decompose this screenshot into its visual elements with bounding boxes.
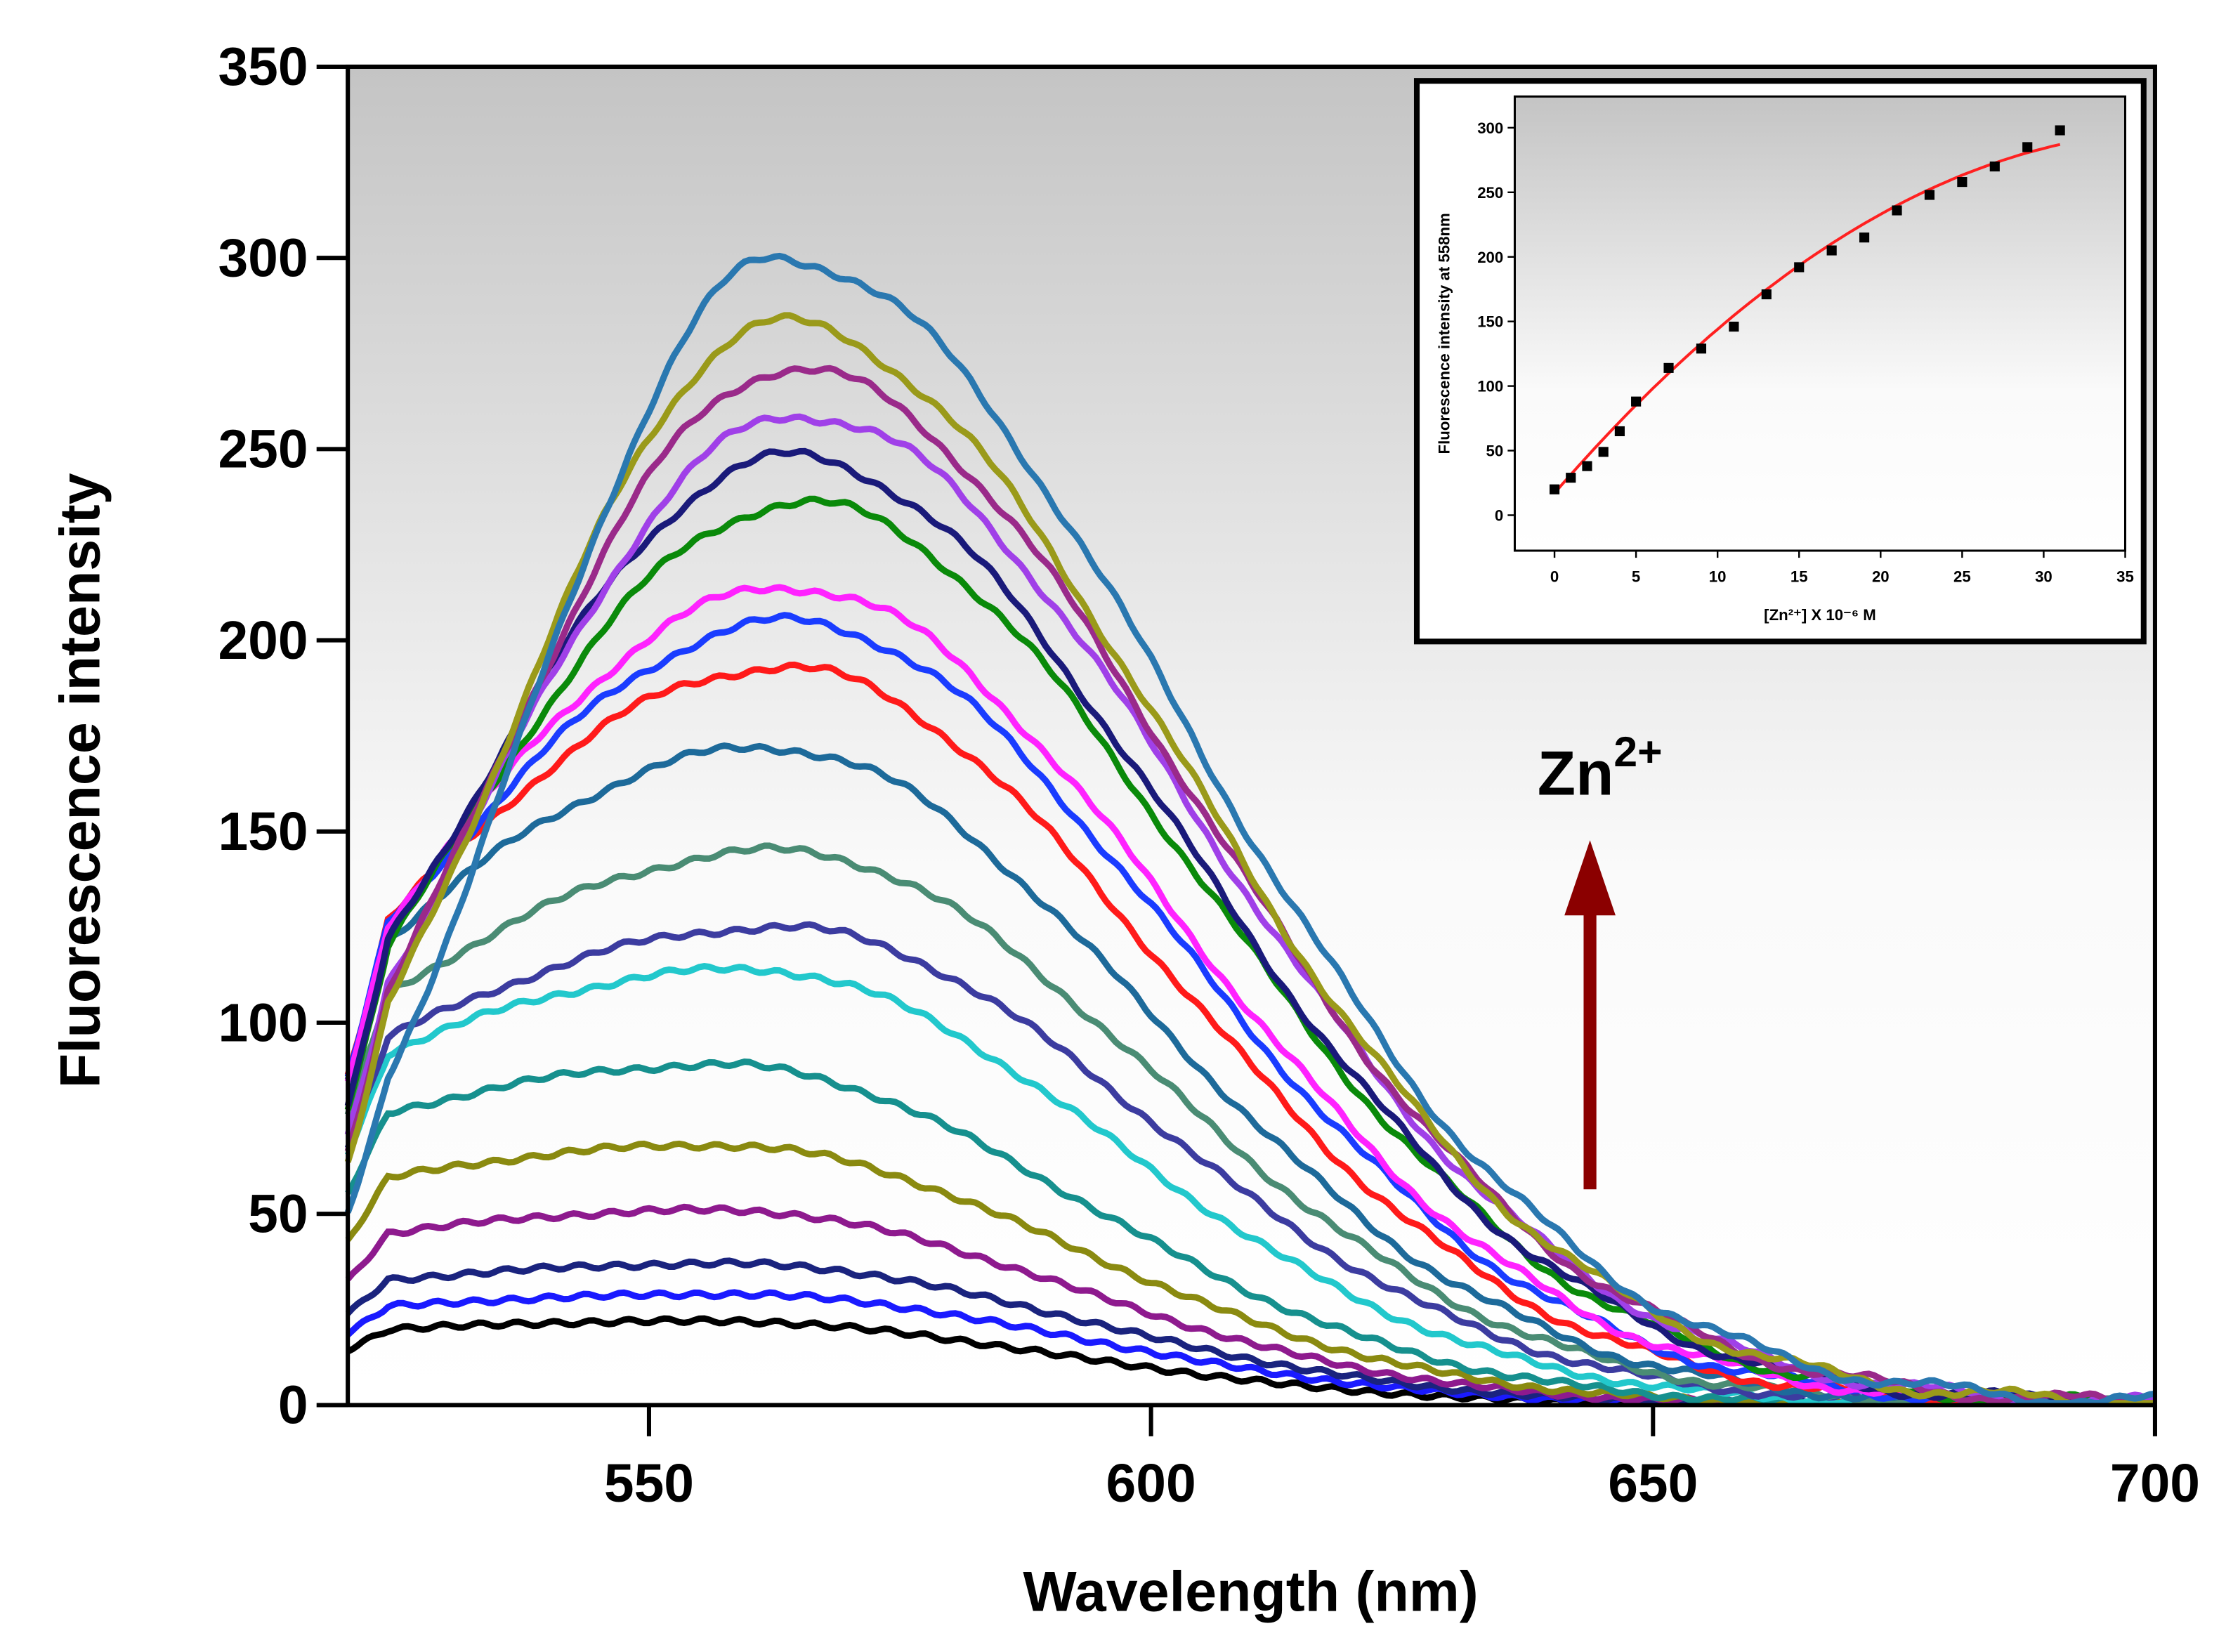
- inset-data-point: [1892, 205, 1902, 216]
- plot-frame: [346, 64, 2157, 1408]
- inset-y-tick-label: 200: [1477, 249, 1503, 266]
- inset-data-point: [1761, 289, 1772, 300]
- inset-plot-background: [1513, 95, 2127, 552]
- inset-data-point: [1859, 232, 1870, 243]
- y-tick-label: 100: [218, 992, 308, 1053]
- x-tick-label: 650: [1608, 1453, 1698, 1514]
- inset-y-tick-label: 150: [1477, 313, 1503, 331]
- y-tick-label: 200: [218, 610, 308, 671]
- inset-data-point: [1957, 177, 1968, 188]
- zn-charge: 2+: [1613, 728, 1662, 775]
- x-tick-label: 550: [604, 1453, 694, 1514]
- y-tick-label: 50: [248, 1184, 308, 1244]
- inset-x-axis-label: [Zn²⁺] X 10⁻⁶ M: [1764, 606, 1876, 624]
- inset-data-point: [1614, 426, 1625, 437]
- inset-data-point: [1826, 245, 1837, 256]
- inset-x-tick-label: 20: [1872, 568, 1890, 585]
- inset-data-point: [1582, 461, 1592, 471]
- zn-label: Zn: [1538, 739, 1614, 808]
- inset-x-tick-label: 25: [1953, 568, 1971, 585]
- inset-x-tick-label: 5: [1632, 568, 1640, 585]
- y-axis-label: Fluorescence intensity: [48, 473, 112, 1088]
- y-tick-label: 300: [218, 228, 308, 288]
- spectra-curves: [344, 252, 2156, 1407]
- y-tick-label: 150: [218, 801, 308, 862]
- inset-x-tick-label: 35: [2116, 568, 2134, 585]
- y-tick-label: 250: [218, 419, 308, 480]
- inset-y-tick-label: 50: [1486, 442, 1504, 460]
- inset-data-point: [1794, 262, 1805, 273]
- inset-x-tick-label: 15: [1790, 568, 1808, 585]
- spectrum-curve-16: [344, 413, 2156, 1407]
- inset-y-tick-label: 300: [1477, 119, 1503, 137]
- inset-data-point: [1663, 362, 1674, 373]
- inset-data-point: [1631, 396, 1642, 407]
- inset-y-axis-label: Fluorescence intensity at 558nm: [1435, 213, 1453, 454]
- spectrum-curve-8: [344, 921, 2155, 1407]
- inset-data-point: [1924, 190, 1935, 200]
- inset-y-tick-label: 0: [1495, 507, 1503, 525]
- inset-data-point: [1989, 161, 2000, 172]
- y-tick-label: 350: [218, 37, 308, 97]
- inset-x-tick-label: 10: [1709, 568, 1727, 585]
- spectrum-curve-19: [344, 252, 2156, 1407]
- inset-data-point: [1598, 447, 1609, 457]
- zn-annotation: Zn2+: [1538, 728, 1663, 1190]
- spectrum-curve-13: [344, 584, 2156, 1407]
- inset-data-point: [1549, 484, 1560, 494]
- x-tick-label: 600: [1106, 1453, 1196, 1514]
- inset-data-point: [2055, 125, 2065, 136]
- inset-data-point: [1566, 473, 1576, 483]
- svg-text:Zn2+: Zn2+: [1538, 728, 1663, 808]
- arrow-up-icon: [1564, 840, 1616, 916]
- x-tick-label: 700: [2110, 1453, 2200, 1514]
- inset-data-point: [1729, 321, 1739, 332]
- inset-plot: 0 5 10 15 20 25 30 35 0 50 100 150 200 250 300 [Zn²⁺] …: [1413, 78, 2147, 645]
- inset-data-point: [1696, 343, 1707, 354]
- inset-content: 0 5 10 15 20 25 30 35 0 50 100 150 200 250 300: [1477, 119, 2134, 586]
- y-tick-label: 0: [278, 1375, 308, 1436]
- inset-y-tick-label: 100: [1477, 378, 1503, 395]
- inset-x-tick-label: 0: [1550, 568, 1559, 585]
- spectrum-curve-10: [344, 742, 2155, 1407]
- inset-x-tick-label: 30: [2035, 568, 2052, 585]
- x-axis-label: Wavelength (nm): [1023, 1560, 1478, 1623]
- inset-y-tick-label: 250: [1477, 184, 1503, 202]
- inset-data-point: [2022, 142, 2033, 152]
